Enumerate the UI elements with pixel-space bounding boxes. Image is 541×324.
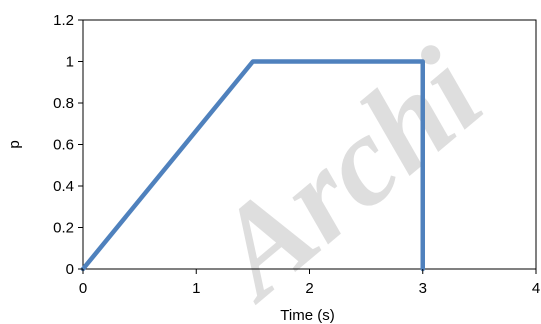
y-tick-label: 0.4	[53, 178, 74, 195]
x-tick-label: 0	[79, 280, 87, 297]
y-axis-title: p	[6, 140, 23, 148]
y-tick-label: 0.8	[53, 95, 74, 112]
x-tick-label: 1	[192, 280, 200, 297]
x-tick-label: 2	[305, 280, 313, 297]
watermark: Archi	[182, 22, 507, 324]
y-tick-label: 0.2	[53, 220, 74, 237]
y-tick-label: 1.2	[53, 12, 74, 29]
tick-labels: 0 1 2 3 4 0 0.2 0.4 0.6 0.8 1 1.2	[53, 12, 540, 297]
series-line-0	[80, 59, 425, 272]
x-tick-label: 4	[532, 280, 540, 297]
series-layer	[80, 59, 425, 272]
y-tick-label: 1	[66, 54, 74, 71]
watermark-text: Archi	[182, 22, 507, 324]
x-tick-label: 3	[419, 280, 427, 297]
axes	[78, 19, 537, 274]
y-tick-label: 0	[66, 261, 74, 278]
y-tick-label: 0.6	[53, 137, 74, 154]
x-axis-title: Time (s)	[280, 307, 334, 324]
